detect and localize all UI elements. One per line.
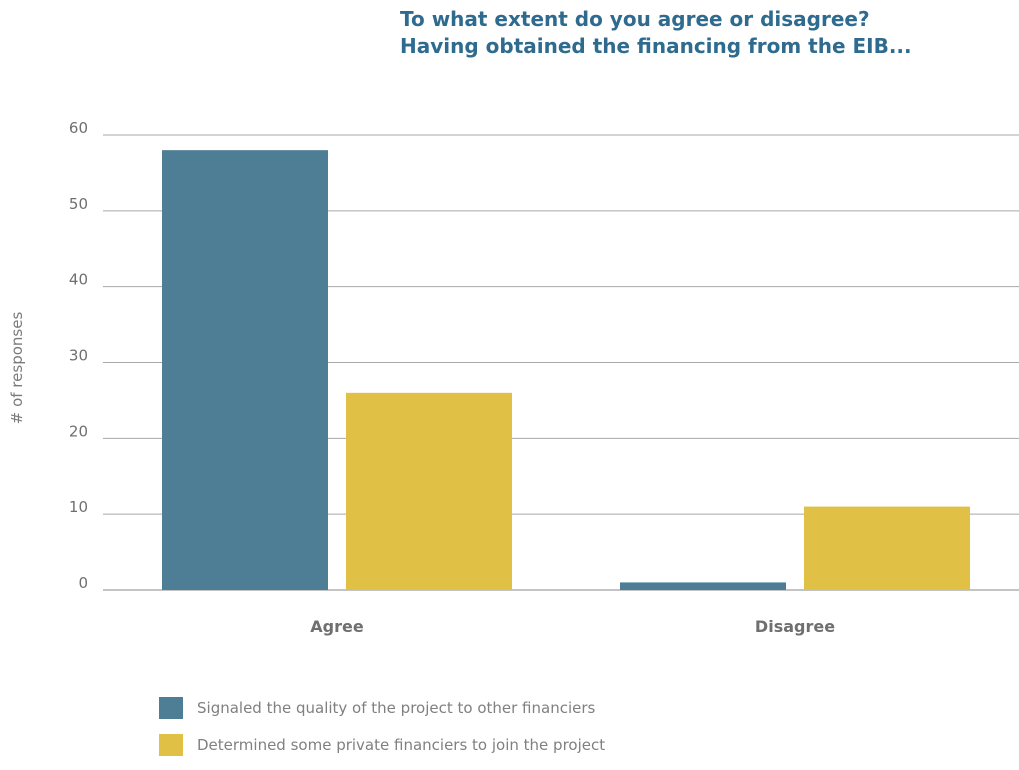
bar-disagree-series-2	[804, 506, 970, 590]
chart-title-line-2: Having obtained the financing from the E…	[400, 34, 912, 58]
legend-label-series-1: Signaled the quality of the project to o…	[197, 699, 596, 717]
y-tick-label: 20	[69, 422, 88, 440]
y-tick-label: 40	[69, 271, 88, 289]
y-tick-label: 50	[69, 195, 88, 213]
legend-item: Signaled the quality of the project to o…	[159, 696, 605, 720]
legend-swatch-series-1	[159, 697, 183, 719]
legend-label-series-2: Determined some private financiers to jo…	[197, 736, 606, 754]
y-axis-label: # of responses	[8, 312, 26, 425]
bar-agree-series-1	[162, 150, 328, 590]
y-tick-label: 30	[69, 347, 88, 365]
chart-title: To what extent do you agree or disagree?…	[400, 6, 912, 60]
chart-plot: 0 10 20 30 40 50 60 Agree Disagree # of respons…	[8, 119, 1019, 636]
y-tick-label: 60	[69, 119, 88, 137]
bar-disagree-series-1	[620, 582, 786, 590]
x-category-labels: Agree Disagree	[310, 617, 835, 636]
legend: Signaled the quality of the project to o…	[159, 696, 605, 770]
legend-item: Determined some private financiers to jo…	[159, 733, 605, 757]
bars	[162, 150, 970, 590]
y-tick-label: 10	[69, 498, 88, 516]
x-category-label: Disagree	[755, 617, 835, 636]
chart-title-line-1: To what extent do you agree or disagree?	[400, 7, 870, 31]
bar-agree-series-2	[346, 392, 512, 590]
x-category-label: Agree	[310, 617, 364, 636]
y-tick-labels: 0 10 20 30 40 50 60	[69, 119, 88, 592]
y-tick-label: 0	[78, 574, 88, 592]
legend-swatch-series-2	[159, 734, 183, 756]
